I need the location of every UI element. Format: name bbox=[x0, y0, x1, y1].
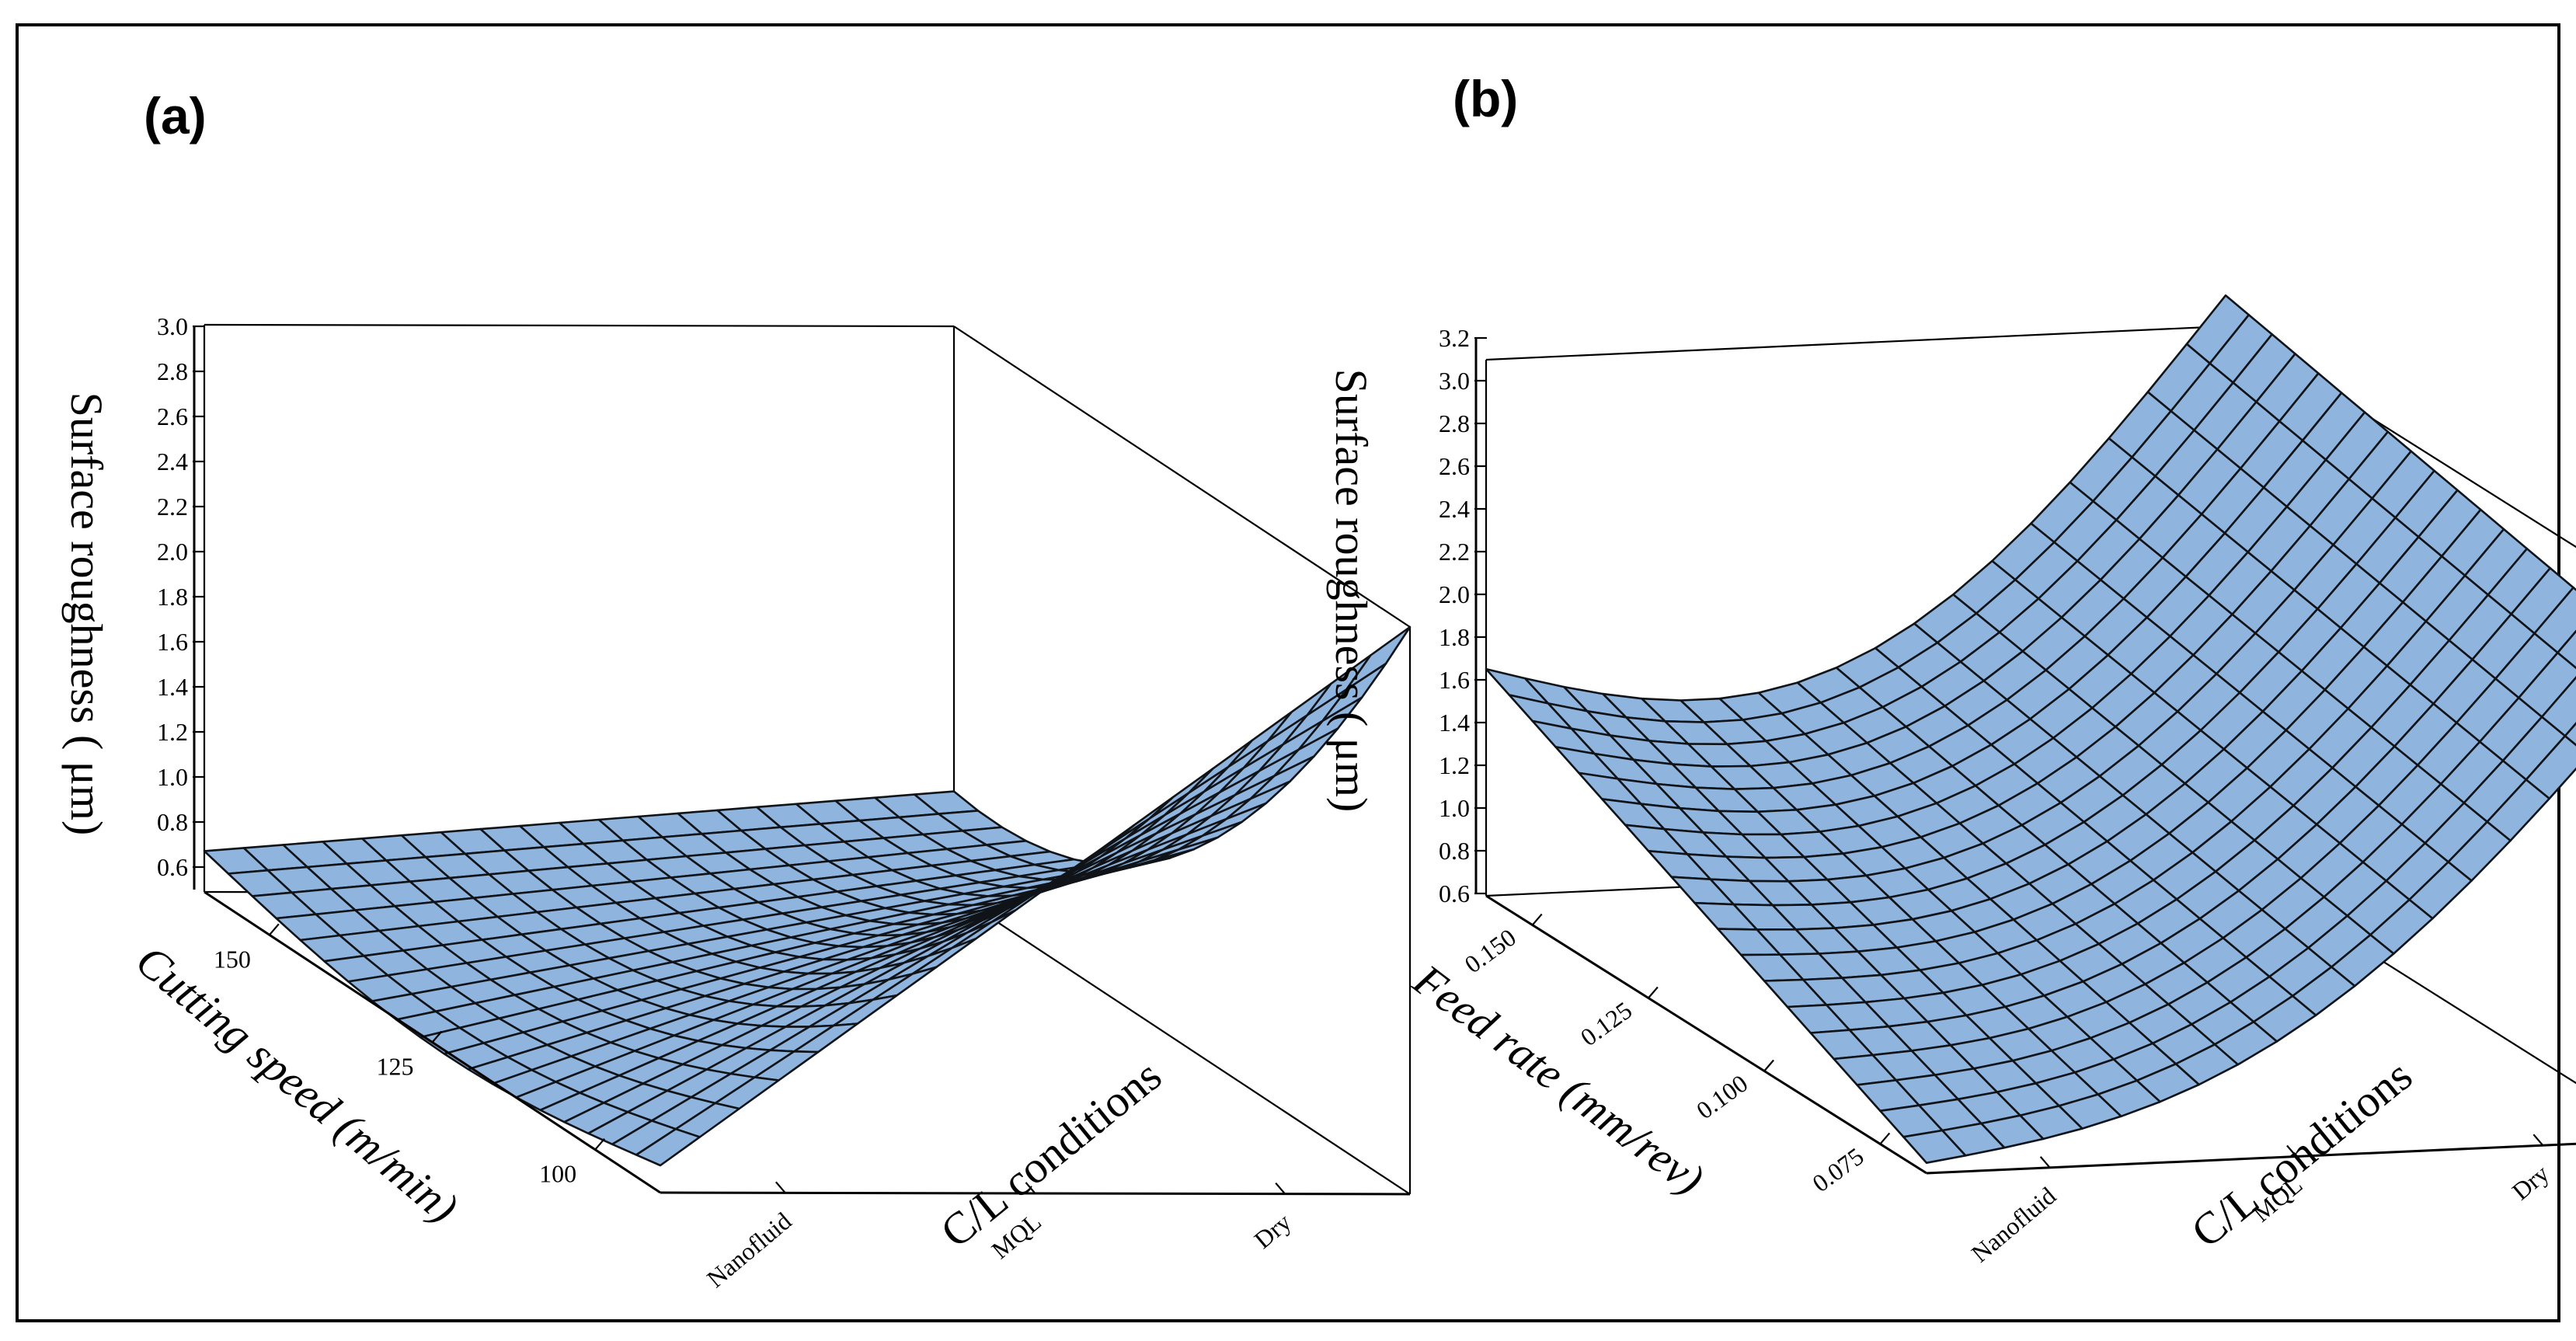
panel-a-surface bbox=[203, 625, 1412, 1167]
panel-b-y-tick-mark bbox=[2532, 1134, 2544, 1146]
panel-a-z-tick-label: 1.2 bbox=[157, 718, 188, 746]
panel-b-surface-patch bbox=[1902, 1129, 1967, 1164]
panel-a-y-tick-mark bbox=[775, 1181, 786, 1194]
panel-a-x-tick-label: 150 bbox=[214, 945, 251, 973]
panel-a-z-tick-label: 2.6 bbox=[157, 402, 188, 430]
panel-a-z-ticks: 0.6 0.8 1.0 1.2 1.4 1.6 1.8 2.0 2.2 2.4 2.6 2.8 3.0 bbox=[157, 312, 205, 881]
panel-b-label: (b) bbox=[1453, 70, 1518, 127]
panel-b-x-axis-line bbox=[1485, 894, 1927, 1175]
panel-a-z-tick-label: 1.8 bbox=[157, 583, 188, 611]
panel-b-x-tick-mark bbox=[1531, 913, 1543, 926]
panel-b-z-tick-label: 0.8 bbox=[1439, 837, 1470, 865]
panel-a-z-tick-label: 2.4 bbox=[157, 448, 188, 475]
panel-b-x-tick-mark bbox=[1879, 1132, 1891, 1145]
panel-a-z-tick-label: 2.8 bbox=[157, 357, 188, 385]
panel-b-chart: (b) 0.6 0.8 1.0 1.2 1.4 1.6 1.8 2.0 2.2 2.4 2.6 2.8… bbox=[1326, 70, 2576, 1268]
panel-b-z-tick-label: 1.6 bbox=[1439, 666, 1470, 694]
panel-b-z-tick-label: 2.0 bbox=[1439, 580, 1470, 608]
panel-b-y-tick-mark bbox=[2039, 1156, 2051, 1169]
panel-b-surface bbox=[1485, 294, 2576, 1164]
panel-a-z-tick-label: 3.0 bbox=[157, 312, 188, 340]
panel-a-z-tick-label: 1.4 bbox=[157, 673, 188, 701]
panel-b-z-ticks: 0.6 0.8 1.0 1.2 1.4 1.6 1.8 2.0 2.2 2.4 2.6 2.8 3.0 3… bbox=[1439, 324, 1487, 907]
panel-a-surface-patch bbox=[635, 1127, 701, 1167]
panel-b-z-tick-label: 3.0 bbox=[1439, 367, 1470, 395]
panel-b-x-tick-mark bbox=[1648, 986, 1659, 999]
panel-b-z-tick-label: 3.2 bbox=[1439, 324, 1470, 352]
panel-a-x-tick-mark bbox=[594, 1137, 605, 1151]
panel-a-x-tick-mark bbox=[269, 923, 280, 936]
panel-b-z-tick-label: 1.2 bbox=[1439, 751, 1470, 779]
panel-a-box-top-right-edge bbox=[953, 326, 1411, 628]
panel-a-z-tick-label: 1.6 bbox=[157, 628, 188, 656]
panel-a-z-tick-label: 1.0 bbox=[157, 763, 188, 791]
panel-a-z-tick-label: 2.0 bbox=[157, 538, 188, 566]
panel-a-z-tick-label: 0.6 bbox=[157, 853, 188, 881]
panel-b-z-tick-label: 0.6 bbox=[1439, 879, 1470, 907]
panel-b-z-tick-label: 1.0 bbox=[1439, 794, 1470, 822]
panel-a-box-top-back-edge bbox=[204, 323, 955, 328]
panel-b-z-tick-label: 1.4 bbox=[1439, 709, 1470, 737]
panel-a-z-tick-label: 0.8 bbox=[157, 808, 188, 836]
panel-a-z-tick-label: 2.2 bbox=[157, 493, 188, 521]
panel-a-x-tick-mark bbox=[431, 1030, 443, 1043]
panel-b-x-tick-mark bbox=[1763, 1059, 1774, 1072]
panel-b-surface-patch bbox=[2564, 722, 2576, 747]
panel-b-z-tick-label: 2.4 bbox=[1439, 495, 1470, 523]
panel-b-z-tick-label: 1.8 bbox=[1439, 623, 1470, 651]
panel-a-y-tick-mark bbox=[1275, 1182, 1286, 1195]
panel-a-x-tick-label: 125 bbox=[377, 1053, 414, 1081]
panel-a-y-tick-mark bbox=[1025, 1182, 1036, 1194]
panel-a-x-ticks: 150 125 100 bbox=[214, 923, 605, 1188]
panel-b-z-tick-label: 2.8 bbox=[1439, 409, 1470, 437]
panel-a-x-tick-label: 100 bbox=[539, 1160, 576, 1188]
panel-b-z-tick-label: 2.6 bbox=[1439, 452, 1470, 480]
panel-b-y-tick-mark bbox=[2286, 1144, 2297, 1158]
panel-a-label: (a) bbox=[144, 87, 207, 145]
panel-a-z-axis-title: Surface roughness ( μm) bbox=[61, 392, 112, 836]
panel-b-z-tick-label: 2.2 bbox=[1439, 538, 1470, 566]
panel-b-box-top-back-edge bbox=[1485, 325, 2226, 361]
panel-b-z-axis-title: Surface roughness ( μm) bbox=[1326, 369, 1377, 813]
panel-a-box-floor-right-edge bbox=[953, 893, 1411, 1195]
